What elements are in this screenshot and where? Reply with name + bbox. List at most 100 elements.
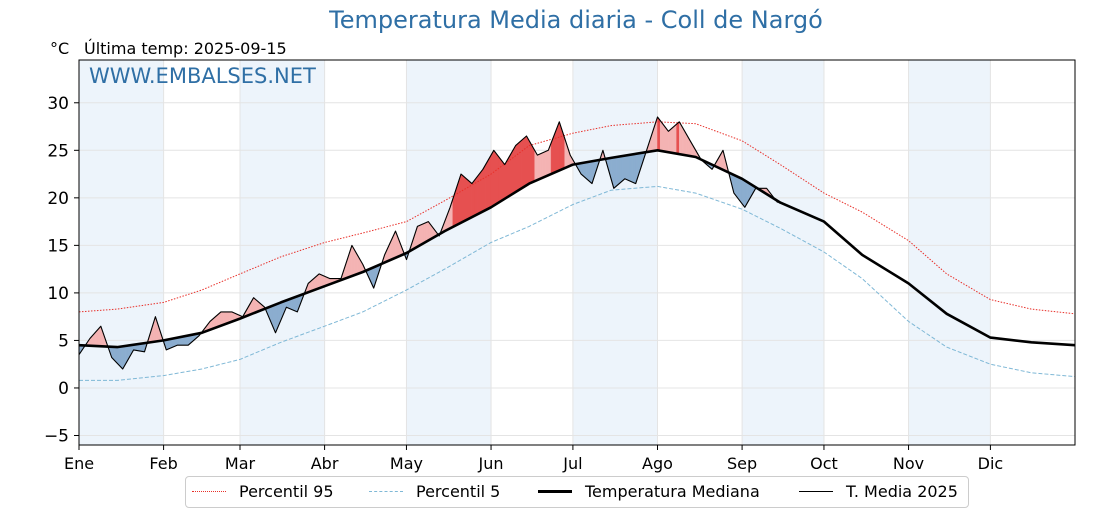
anomaly-below-fill	[119, 346, 123, 370]
anomaly-above-fill	[482, 163, 486, 212]
legend-item-p95: Percentil 95	[192, 481, 334, 501]
anomaly-above-fill	[526, 135, 530, 186]
legend-label-p95: Percentil 95	[239, 481, 334, 501]
anomaly-above-fill	[493, 149, 497, 207]
y-tick-label: 25	[47, 141, 69, 161]
anomaly-above-fill	[542, 151, 546, 179]
month-shade-mar	[239, 60, 325, 445]
anomaly-above-fill	[509, 149, 514, 196]
x-tick-label-feb: Feb	[149, 454, 177, 473]
anomaly-below-fill	[741, 178, 746, 209]
anomaly-below-fill	[621, 155, 626, 182]
anomaly-above-fill	[479, 168, 484, 214]
x-tick-label-abr: Abr	[311, 454, 339, 473]
anomaly-above-fill	[515, 142, 519, 193]
anomaly-above-fill	[471, 179, 475, 218]
anomaly-above-fill	[490, 149, 495, 208]
y-tick-label: 5	[58, 331, 69, 351]
anomaly-above-fill	[531, 144, 535, 183]
anomaly-below-fill	[586, 161, 590, 182]
anomaly-above-fill	[659, 119, 664, 152]
chart-title: Temperatura Media diaria - Coll de Nargó	[329, 6, 823, 34]
month-shade-sep	[742, 60, 824, 445]
legend-swatch-p5	[369, 490, 403, 492]
y-tick-label: 10	[47, 284, 69, 304]
anomaly-below-fill	[739, 177, 743, 205]
anomaly-above-fill	[425, 221, 429, 243]
series-t-media-2025	[78, 116, 779, 370]
series-percentil-5	[79, 185, 1076, 381]
x-tick-label-jul: Jul	[562, 454, 582, 473]
anomaly-above-fill	[670, 125, 675, 154]
series-percentil-95	[78, 121, 1076, 315]
x-tick-label-dic: Dic	[978, 454, 1004, 473]
anomaly-above-fill	[460, 173, 465, 224]
month-shade-jul	[572, 60, 658, 445]
y-tick-label: 20	[47, 189, 69, 209]
y-unit-label: °C	[50, 39, 70, 58]
legend-swatch-current	[799, 490, 833, 492]
month-shade-ene	[79, 60, 164, 445]
anomaly-above-fill	[539, 152, 544, 180]
anomaly-below-fill	[629, 154, 634, 183]
anomaly-above-fill	[512, 144, 516, 195]
anomaly-above-fill	[498, 156, 503, 203]
anomaly-above-fill	[477, 172, 481, 215]
x-tick-label-ene: Ene	[64, 454, 94, 473]
x-tick-label-may: May	[390, 454, 423, 473]
y-tick-label: 15	[47, 236, 69, 256]
x-tick-label-sep: Sep	[727, 454, 757, 473]
anomaly-above-fill	[468, 180, 473, 219]
anomaly-above-fill	[466, 178, 470, 221]
legend-swatch-median	[538, 489, 572, 493]
x-tick-label-ago: Ago	[642, 454, 673, 473]
anomaly-above-fill	[485, 158, 489, 211]
anomaly-above-fill	[528, 139, 533, 184]
anomaly-above-fill	[523, 135, 527, 188]
y-tick-label: 0	[58, 379, 69, 399]
legend-label-current: T. Media 2025	[846, 481, 958, 501]
last-temp-label: Última temp: 2025-09-15	[84, 39, 287, 58]
anomaly-above-fill	[545, 149, 549, 177]
anomaly-below-fill	[619, 155, 623, 185]
series-temperatura-mediana	[78, 149, 1076, 349]
anomaly-above-fill	[504, 158, 508, 200]
anomaly-above-fill	[668, 128, 672, 153]
anomaly-above-fill	[673, 123, 677, 154]
x-tick-label-mar: Mar	[225, 454, 256, 473]
legend-label-median: Temperatura Mediana	[585, 481, 760, 501]
month-shade-may	[406, 60, 492, 445]
anomaly-above-fill	[662, 123, 666, 153]
anomaly-above-fill	[501, 160, 505, 202]
y-tick-label: 30	[47, 94, 69, 114]
anomaly-above-fill	[676, 121, 680, 155]
x-tick-label-oct: Oct	[810, 454, 838, 473]
legend-item-median: Temperatura Mediana	[538, 481, 760, 501]
legend-item-p5: Percentil 5	[369, 481, 500, 501]
anomaly-above-fill	[422, 222, 426, 245]
anomaly-above-fill	[419, 223, 424, 246]
legend-label-p5: Percentil 5	[416, 481, 501, 501]
anomaly-above-fill	[537, 153, 541, 181]
anomaly-below-fill	[294, 295, 298, 313]
anomaly-above-fill	[463, 175, 467, 222]
anomaly-above-fill	[417, 224, 421, 248]
anomaly-below-fill	[613, 156, 617, 189]
y-tick-label: −5	[44, 426, 69, 446]
anomaly-above-fill	[518, 140, 522, 191]
month-shade-nov	[908, 60, 991, 445]
anomaly-below-fill	[624, 154, 628, 181]
anomaly-below-fill	[627, 154, 631, 182]
x-tick-label-jun: Jun	[478, 454, 504, 473]
anomaly-above-fill	[520, 137, 525, 190]
anomaly-above-fill	[488, 154, 492, 210]
anomaly-below-fill	[616, 156, 620, 187]
watermark: WWW.EMBALSES.NET	[89, 64, 316, 88]
legend-swatch-p95	[192, 490, 226, 492]
plot-frame	[78, 59, 1076, 446]
x-tick-label-nov: Nov	[893, 454, 924, 473]
anomaly-below-fill	[589, 160, 593, 185]
legend-item-current: T. Media 2025	[799, 481, 958, 501]
chart-legend: Percentil 95 Percentil 5 Temperatura Med…	[185, 476, 969, 508]
